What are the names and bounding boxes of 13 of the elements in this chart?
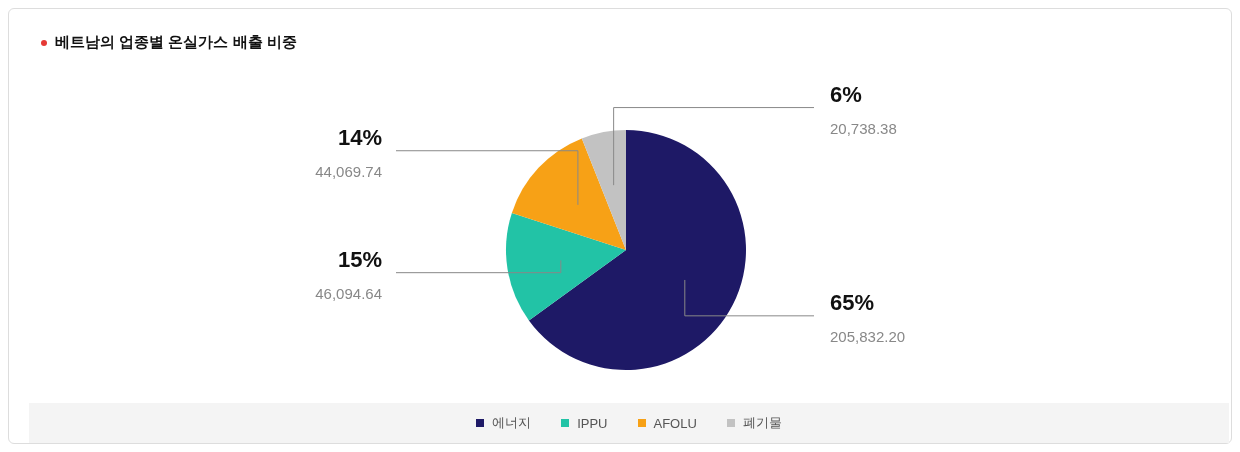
text: 베트남의 업종별 온실가스 배출 비중 xyxy=(55,33,297,52)
data-label: 15% 46,094.64 xyxy=(315,246,382,302)
pie-slice xyxy=(506,212,626,321)
data-label: 6% 20,738.38 xyxy=(830,81,897,137)
legend-label: IPPU xyxy=(577,415,608,431)
pie-slice xyxy=(511,138,626,250)
pie-slice xyxy=(581,130,626,250)
legend-label: 폐기물 xyxy=(742,414,782,432)
data-label: 65% 205,832.20 xyxy=(830,289,906,345)
legend-label: 에너지 xyxy=(492,414,532,432)
legend-label: AFOLU xyxy=(653,415,697,431)
pie-slice xyxy=(528,130,746,370)
data-label: 14% 44,069.74 xyxy=(315,124,382,180)
